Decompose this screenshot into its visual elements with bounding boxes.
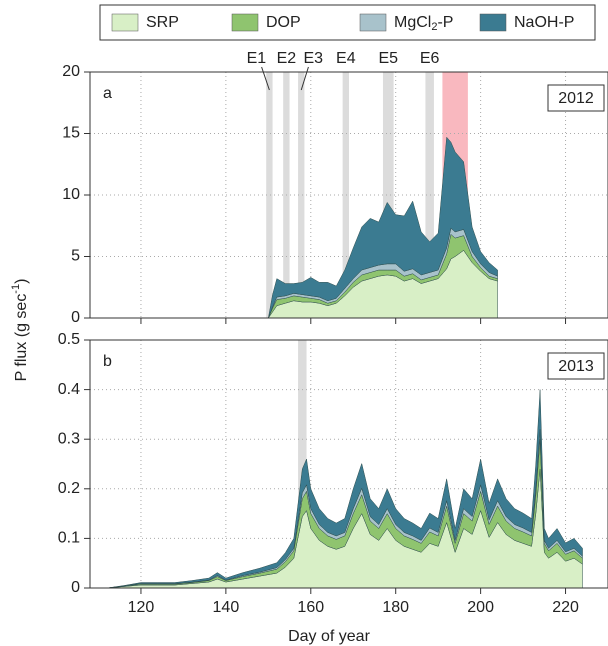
x-tick-label: 140 [213, 599, 240, 616]
event-label: E4 [336, 50, 356, 67]
area [183, 136, 498, 319]
x-axis-label: Day of year [288, 628, 370, 645]
y-tick-label: 20 [62, 63, 80, 80]
x-tick-label: 180 [382, 599, 409, 616]
y-axis-label: P flux (g sec-1) [10, 279, 30, 382]
event-label: E6 [420, 50, 440, 67]
event-band [298, 340, 307, 588]
y-tick-label: 0 [71, 579, 80, 596]
y-tick-label: 0 [71, 309, 80, 326]
legend-box [99, 4, 596, 41]
legend-swatch [479, 13, 507, 32]
y-tick-label: 0.2 [58, 480, 80, 497]
event-band [266, 72, 273, 318]
legend-label: DOP [266, 14, 301, 31]
y-tick-label: 15 [62, 125, 80, 142]
event-leader [300, 66, 309, 91]
legend-label: MgCl2-P [394, 14, 453, 33]
event-label: E5 [378, 50, 398, 67]
y-tick-label: 0.1 [58, 530, 80, 547]
y-tick-label: 0.5 [58, 331, 80, 348]
x-tick-label: 220 [552, 599, 579, 616]
event-label: E2 [277, 50, 297, 67]
event-label: E3 [303, 50, 323, 67]
year-box [547, 352, 605, 380]
legend-swatch [359, 13, 387, 32]
event-label: E1 [247, 50, 267, 67]
panel-letter: a [103, 85, 112, 102]
panel-letter: b [103, 353, 112, 370]
y-tick-label: 5 [71, 248, 80, 265]
legend-swatch [111, 13, 139, 32]
year-label: 2013 [558, 358, 594, 375]
event-band [342, 72, 349, 318]
legend-swatch [231, 13, 259, 32]
year-box [547, 84, 605, 112]
area [106, 389, 583, 589]
x-tick-label: 160 [297, 599, 324, 616]
y-tick-label: 10 [62, 186, 80, 203]
event-leader [261, 66, 270, 91]
x-tick-label: 200 [467, 599, 494, 616]
y-tick-label: 0.3 [58, 430, 80, 447]
legend-label: SRP [146, 14, 179, 31]
legend-label: NaOH-P [514, 14, 574, 31]
y-tick-label: 0.4 [58, 381, 80, 398]
plot-frame [89, 71, 608, 319]
year-label: 2012 [558, 90, 594, 107]
x-tick-label: 120 [128, 599, 155, 616]
event-band [425, 72, 434, 318]
event-band [298, 72, 305, 318]
plot-frame [89, 339, 608, 589]
event-band [382, 72, 394, 318]
